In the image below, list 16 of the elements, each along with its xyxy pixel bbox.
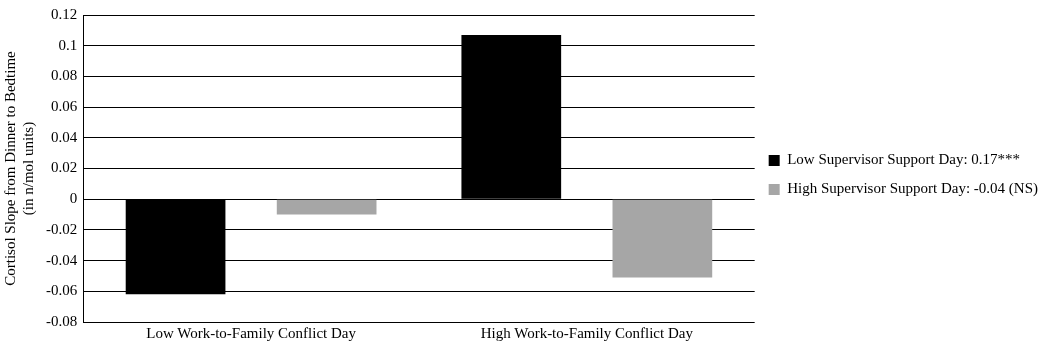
y-axis-title: Cortisol Slope from Dinner to Bedtime (in n/mol units) bbox=[1, 50, 37, 286]
x-tick-label: High Work-to-Family Conflict Day bbox=[480, 324, 694, 341]
y-tick-label: 0.06 bbox=[51, 98, 78, 115]
x-tick-label: Low Work-to-Family Conflict Day bbox=[146, 324, 357, 341]
y-tick-label: 0 bbox=[69, 190, 78, 207]
y-tick-label: 0.04 bbox=[51, 128, 78, 145]
y-tick-label: -0.06 bbox=[46, 282, 78, 299]
y-tick-label: 0.02 bbox=[51, 159, 78, 176]
y-tick-label: -0.04 bbox=[46, 251, 78, 268]
y-tick-label: 0.12 bbox=[51, 5, 78, 22]
y-tick-label: 0.08 bbox=[51, 67, 78, 84]
y-tick-label: -0.02 bbox=[46, 220, 78, 237]
legend-label: Low Supervisor Support Day: 0.17*** bbox=[787, 151, 1021, 168]
legend-label: High Supervisor Support Day: -0.04 (NS) bbox=[787, 180, 1039, 198]
y-tick-label: -0.08 bbox=[46, 312, 78, 329]
y-tick-label: 0.1 bbox=[58, 36, 78, 53]
